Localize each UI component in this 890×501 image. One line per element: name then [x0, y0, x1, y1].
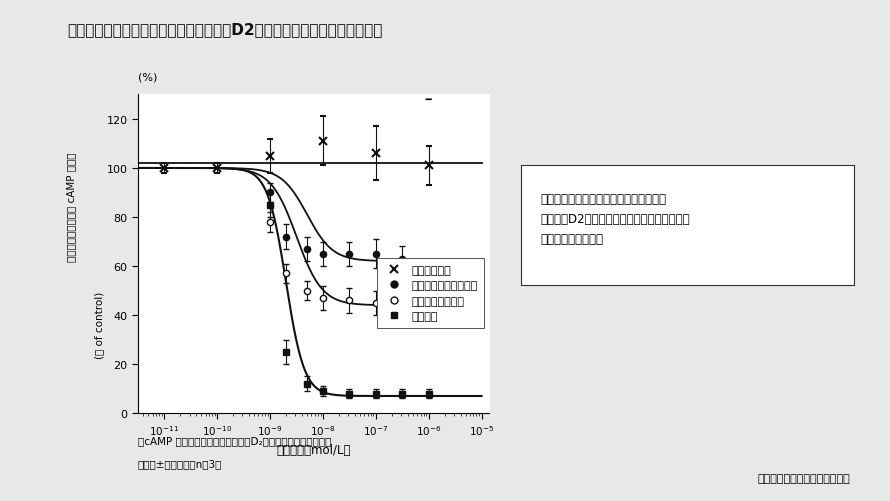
Text: レキサルティとエビリファイのドパミンD2受容体に対する固有活性の比較: レキサルティとエビリファイのドパミンD2受容体に対する固有活性の比較 [67, 23, 382, 38]
X-axis label: 薬物濃度（mol/L）: 薬物濃度（mol/L） [277, 443, 351, 456]
Legend: リスペリドン, ブレクスピプラゾール, アリピプラゾール, ドパミン: リスペリドン, ブレクスピプラゾール, アリピプラゾール, ドパミン [376, 259, 484, 328]
Text: (%): (%) [138, 73, 158, 83]
Text: レキサルティはエビリファイと比較して
ドパミンD2受容体に対する固有活性が小さい
　（射濃が少ない）: レキサルティはエビリファイと比較して ドパミンD2受容体に対する固有活性が小さい… [541, 193, 691, 246]
Text: インタビューフォームより引用: インタビューフォームより引用 [757, 473, 850, 483]
Text: フォルスコリン誘発 cAMP 蔓積量: フォルスコリン誘発 cAMP 蔓積量 [66, 152, 77, 261]
Text: 平均値±標準偶差（n＝3）: 平均値±標準偶差（n＝3） [138, 458, 222, 468]
Text: 【cAMP 蓄積を指標としたドパミンD₂受容体アゴニスト作用】: 【cAMP 蓄積を指標としたドパミンD₂受容体アゴニスト作用】 [138, 435, 331, 445]
Text: (％ of control): (％ of control) [94, 291, 104, 358]
